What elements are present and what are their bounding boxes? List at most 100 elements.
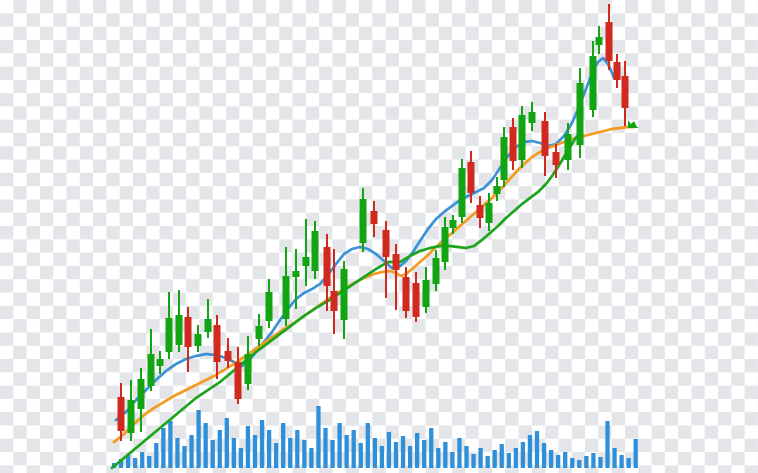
candle-down — [184, 307, 192, 372]
candle-up-body — [595, 37, 603, 45]
candle-up-body — [485, 203, 493, 223]
candle-up — [340, 261, 348, 339]
end-arrow-marker — [628, 120, 639, 128]
candle-down-body — [382, 230, 390, 257]
candle-up — [528, 102, 536, 131]
candle-up — [156, 351, 164, 374]
candle-up — [576, 68, 584, 158]
candle-up — [432, 250, 440, 291]
candle-down — [382, 221, 390, 298]
candle-down-body — [330, 291, 338, 311]
volume-bar — [351, 430, 356, 468]
volume-bar — [386, 432, 392, 468]
candle-down-body — [213, 325, 221, 362]
candle-down-body — [467, 162, 475, 193]
candle-down — [605, 4, 613, 70]
volume-bar — [422, 440, 427, 468]
candle-up-body — [518, 115, 526, 160]
candle-up — [194, 325, 202, 352]
volume-bar — [379, 446, 385, 468]
volume-bar — [203, 423, 208, 468]
candle-down-body — [621, 76, 629, 108]
candle-up — [500, 127, 508, 187]
candle-down — [541, 112, 549, 176]
volume-bar — [436, 448, 441, 468]
candle-up-body — [255, 326, 263, 339]
volume-bar — [443, 442, 448, 468]
ma-fast-blue — [114, 56, 616, 422]
candle-up — [265, 279, 273, 328]
candle-up — [595, 26, 603, 54]
candle-up-body — [441, 227, 449, 262]
candle-up — [244, 336, 252, 390]
candle-down — [117, 383, 125, 441]
candle-down — [224, 338, 232, 368]
candle-down — [467, 151, 475, 203]
volume-bar — [513, 448, 518, 468]
candle-down — [613, 54, 621, 88]
volume-bar — [520, 442, 526, 468]
volume-bar — [591, 453, 596, 468]
volume-bar — [598, 457, 603, 468]
candle-down-body — [541, 121, 549, 156]
candle-up — [359, 188, 367, 252]
candle-down — [412, 272, 420, 322]
candle-up-body — [311, 231, 319, 271]
candle-up-body — [528, 112, 536, 123]
volume-bar — [633, 439, 638, 468]
candle-down-body — [552, 152, 560, 165]
volume-bar — [309, 448, 314, 468]
candle-down-body — [224, 351, 232, 361]
volume-bar — [302, 440, 307, 468]
volume-bar — [288, 438, 293, 468]
candle-down — [323, 234, 331, 311]
candle-down — [509, 118, 517, 170]
candles-group — [117, 4, 629, 441]
candle-up-body — [589, 56, 597, 110]
volume-bar — [238, 448, 244, 468]
volume-bar — [548, 450, 554, 468]
candle-down-body — [412, 283, 420, 317]
volume-bar — [147, 456, 152, 468]
volume-bar — [337, 423, 342, 468]
volume-bar — [400, 436, 406, 468]
candle-up-body — [359, 199, 367, 243]
candle-up — [422, 267, 430, 313]
volume-bar — [175, 438, 180, 468]
candle-up — [147, 329, 155, 391]
candle-up — [127, 380, 135, 441]
candle-down-body — [323, 247, 331, 286]
moving-average-lines-group — [110, 56, 636, 470]
candle-up — [175, 290, 183, 352]
candle-up-body — [147, 354, 155, 386]
candle-up — [204, 299, 212, 338]
candle-up-body — [165, 318, 173, 352]
candle-up-body — [194, 334, 202, 346]
candle-up — [165, 292, 173, 359]
candle-up — [311, 221, 319, 279]
candle-up-body — [137, 379, 145, 409]
volume-bar — [358, 443, 363, 468]
volume-bar — [161, 428, 166, 468]
candle-down — [621, 61, 629, 126]
candle-up — [493, 177, 501, 201]
volume-bar — [372, 438, 377, 468]
candle-up — [449, 215, 457, 234]
volume-bar — [189, 435, 194, 468]
volume-bar — [133, 458, 138, 468]
candle-down-body — [402, 277, 410, 311]
volume-bar — [407, 446, 413, 468]
candle-up — [441, 217, 449, 270]
volume-bar — [619, 455, 624, 468]
candle-down — [234, 347, 242, 404]
volume-bar — [323, 428, 328, 468]
volume-bar — [125, 455, 131, 468]
candle-up — [485, 193, 493, 231]
candle-up — [564, 123, 572, 170]
marker-group — [628, 120, 639, 128]
candle-up-body — [422, 280, 430, 307]
candle-up — [282, 247, 290, 326]
volume-bar — [450, 452, 455, 468]
candle-up — [518, 106, 526, 168]
candle-up-body — [282, 276, 290, 319]
